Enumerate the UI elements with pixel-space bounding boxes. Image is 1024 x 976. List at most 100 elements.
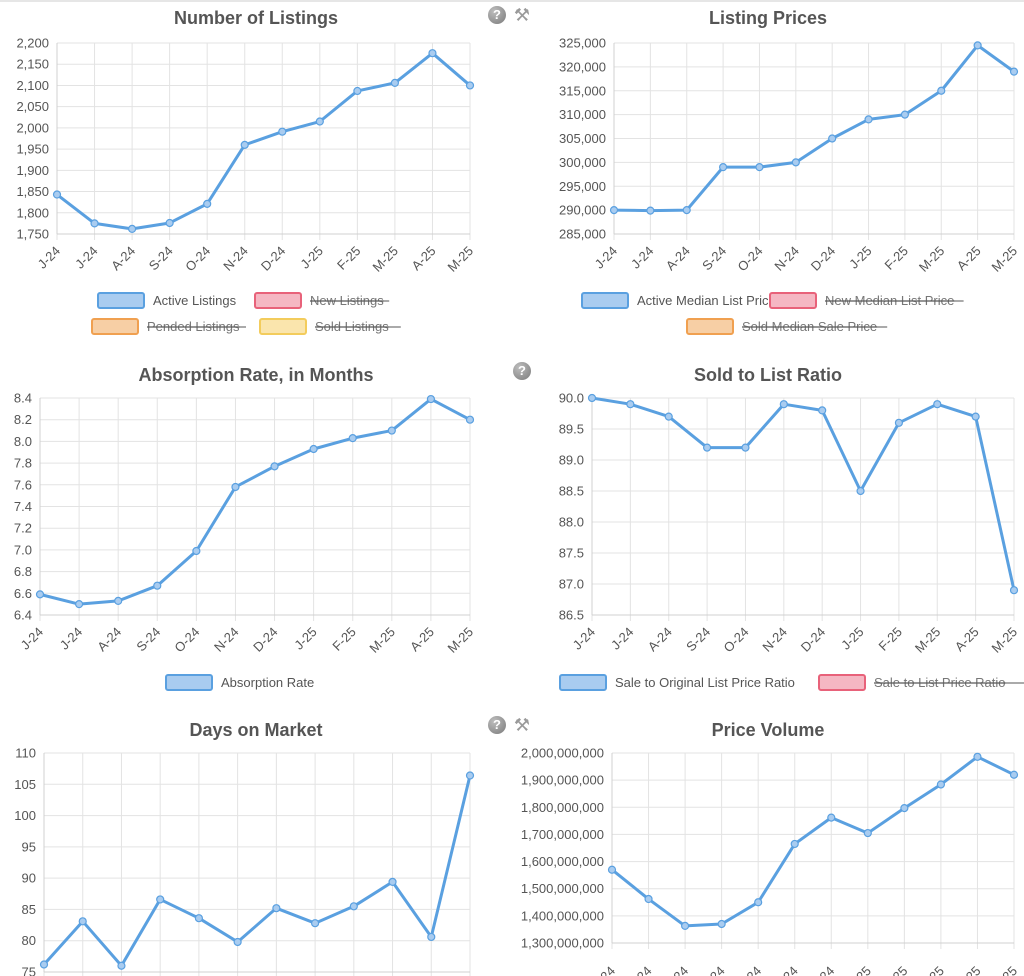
data-point[interactable] xyxy=(741,443,750,452)
y-tick-label: 87.5 xyxy=(559,546,584,561)
data-point[interactable] xyxy=(117,961,126,970)
data-point[interactable] xyxy=(348,434,357,443)
data-point[interactable] xyxy=(35,590,45,599)
data-point[interactable] xyxy=(680,921,690,930)
data-point[interactable] xyxy=(1009,586,1019,595)
data-point[interactable] xyxy=(465,771,475,780)
data-point[interactable] xyxy=(779,400,788,409)
data-point[interactable] xyxy=(607,865,617,874)
data-point[interactable] xyxy=(1009,770,1019,779)
data-point[interactable] xyxy=(127,224,137,234)
data-point[interactable] xyxy=(315,117,324,126)
data-point[interactable] xyxy=(428,49,437,58)
data-point[interactable] xyxy=(114,596,123,605)
data-point[interactable] xyxy=(664,412,673,421)
help-icon[interactable]: ? xyxy=(488,6,506,24)
data-point[interactable] xyxy=(203,199,212,208)
data-point[interactable] xyxy=(156,895,165,904)
tool-icon[interactable]: ⚒ xyxy=(513,715,531,735)
data-point[interactable] xyxy=(90,219,99,228)
data-point[interactable] xyxy=(718,163,728,172)
data-point[interactable] xyxy=(465,415,475,424)
data-point[interactable] xyxy=(644,894,653,904)
data-point[interactable] xyxy=(863,828,872,838)
data-point[interactable] xyxy=(971,412,980,421)
data-point[interactable] xyxy=(900,110,910,119)
legend-item[interactable]: New Median List Price xyxy=(769,292,964,309)
data-point[interactable] xyxy=(165,218,174,228)
data-point[interactable] xyxy=(272,904,281,913)
chart-title: Sold to List Ratio xyxy=(694,365,842,385)
data-point[interactable] xyxy=(153,581,162,590)
data-point[interactable] xyxy=(626,400,635,409)
chart-title: Price Volume xyxy=(712,720,825,740)
data-point[interactable] xyxy=(194,914,204,923)
data-point[interactable] xyxy=(1009,67,1019,76)
data-point[interactable] xyxy=(818,406,827,415)
data-point[interactable] xyxy=(310,919,320,928)
data-point[interactable] xyxy=(791,158,800,167)
help-icon[interactable]: ? xyxy=(513,362,531,380)
data-point[interactable] xyxy=(465,81,475,90)
data-point[interactable] xyxy=(973,41,982,50)
data-point[interactable] xyxy=(702,443,712,452)
data-point[interactable] xyxy=(240,140,249,149)
y-tick-label: 105 xyxy=(14,777,36,792)
data-point[interactable] xyxy=(278,127,287,136)
legend-item[interactable]: Active Median List Price xyxy=(581,292,776,309)
data-point[interactable] xyxy=(827,813,836,822)
legend-item[interactable]: Pended Listings xyxy=(91,318,246,335)
legend-item[interactable]: New Listings xyxy=(254,292,390,309)
legend-item[interactable]: Sold Listings xyxy=(259,318,401,335)
x-tick-label: F-25 xyxy=(881,963,911,976)
data-point[interactable] xyxy=(427,932,436,942)
help-icon[interactable]: ? xyxy=(488,716,506,734)
data-point[interactable] xyxy=(426,394,436,404)
data-point[interactable] xyxy=(353,86,362,96)
data-point[interactable] xyxy=(717,919,726,929)
data-point[interactable] xyxy=(192,546,201,556)
data-point[interactable] xyxy=(270,462,279,471)
y-tick-label: 75 xyxy=(22,965,36,976)
data-point[interactable] xyxy=(864,115,873,124)
data-point[interactable] xyxy=(74,600,84,609)
data-point[interactable] xyxy=(52,190,62,199)
y-tick-label: 7.0 xyxy=(14,542,32,557)
data-point[interactable] xyxy=(609,206,619,215)
data-point[interactable] xyxy=(349,902,358,911)
y-tick-label: 110 xyxy=(15,746,36,761)
data-point[interactable] xyxy=(388,877,397,886)
data-point[interactable] xyxy=(39,960,49,969)
data-point[interactable] xyxy=(790,839,799,849)
x-tick-label: M-25 xyxy=(989,624,1021,656)
data-point[interactable] xyxy=(231,482,240,492)
data-point[interactable] xyxy=(755,163,764,172)
data-point[interactable] xyxy=(937,86,946,95)
data-point[interactable] xyxy=(587,393,597,403)
y-tick-label: 6.8 xyxy=(14,564,32,579)
data-point[interactable] xyxy=(933,400,942,409)
legend-item[interactable]: Active Listings xyxy=(97,292,237,309)
data-point[interactable] xyxy=(828,134,837,143)
data-point[interactable] xyxy=(233,937,242,947)
data-point[interactable] xyxy=(754,898,763,907)
x-tick-label: J-25 xyxy=(838,624,866,652)
data-point[interactable] xyxy=(682,206,691,215)
data-point[interactable] xyxy=(78,917,87,926)
legend-item[interactable]: Sold Median Sale Price xyxy=(686,318,888,335)
chart-listing-prices: Listing Prices 285,000 290,000 295,000 300,0… xyxy=(559,8,1020,335)
data-point[interactable] xyxy=(856,486,865,496)
legend-item[interactable]: Sale to Original List Price Ratio xyxy=(559,674,795,691)
data-point[interactable] xyxy=(387,426,396,435)
data-point[interactable] xyxy=(894,418,904,427)
tool-icon[interactable]: ⚒ xyxy=(513,5,531,25)
data-point[interactable] xyxy=(646,206,655,215)
legend-item[interactable]: Sale to List Price Ratio xyxy=(818,674,1024,691)
data-point[interactable] xyxy=(900,803,909,813)
data-point[interactable] xyxy=(390,78,400,87)
legend-item[interactable]: Absorption Rate xyxy=(165,674,314,691)
y-tick-label: 1,800 xyxy=(16,205,49,220)
data-point[interactable] xyxy=(973,752,982,761)
data-point[interactable] xyxy=(936,780,946,789)
data-point[interactable] xyxy=(309,444,318,454)
